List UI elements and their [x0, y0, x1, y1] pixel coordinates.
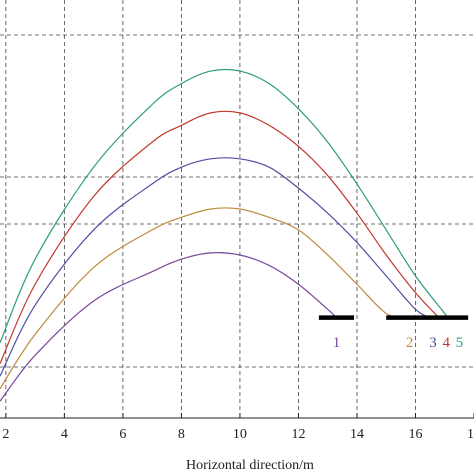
series-line-2: [0, 207, 407, 390]
x-tick-label-18: 18: [467, 427, 474, 442]
x-tick-labels: 2 4 6 8 10 12 14 16 18: [2, 427, 474, 442]
x-tick-label-10: 10: [233, 427, 247, 442]
x-tick-label-2: 2: [2, 427, 9, 442]
x-axis-label: Horizontal direction/m: [186, 458, 314, 473]
grid: [0, 0, 474, 419]
series-line-3: [0, 157, 431, 377]
series-line-1: [0, 252, 337, 402]
curve-label-5: 5: [456, 335, 464, 351]
x-tick-label-14: 14: [350, 427, 364, 442]
curve-label-4: 4: [442, 335, 450, 351]
curve-label-1: 1: [333, 335, 341, 351]
x-tick-label-6: 6: [119, 427, 126, 442]
curve-label-2: 2: [406, 335, 414, 351]
x-tick-label-8: 8: [178, 427, 185, 442]
series-line-5: [0, 68, 449, 343]
curve-label-3: 3: [429, 335, 437, 351]
x-tick-label-4: 4: [61, 427, 68, 442]
series-lines: [0, 68, 449, 402]
series-line-4: [0, 110, 440, 364]
x-tick-label-12: 12: [291, 427, 305, 442]
x-tick-label-16: 16: [408, 427, 422, 442]
